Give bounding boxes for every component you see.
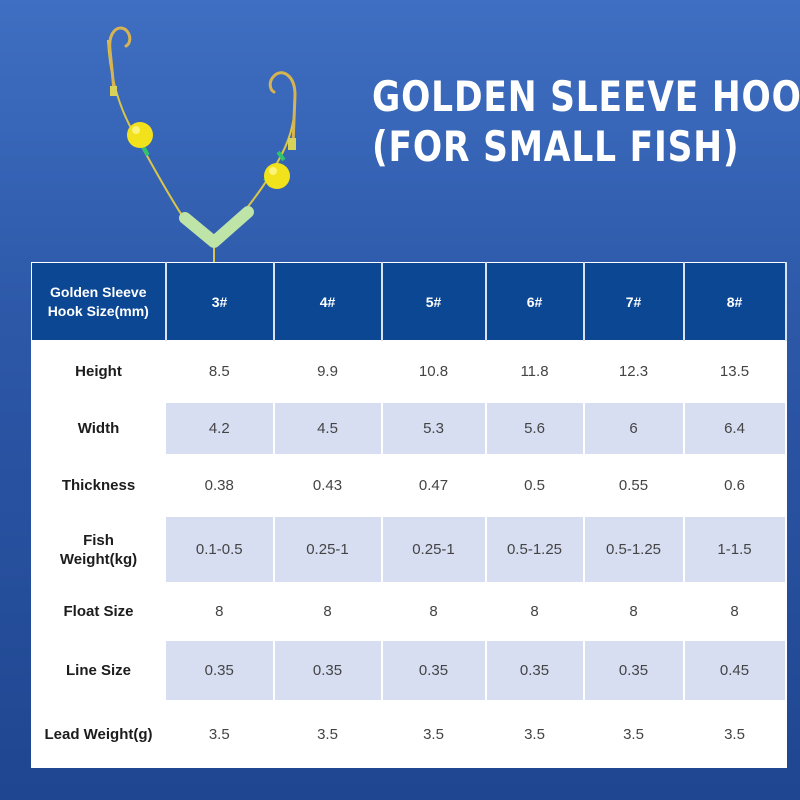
table-cell: 0.35 <box>583 640 685 701</box>
corner-header-line-2: Hook Size(mm) <box>47 302 149 319</box>
table-cell: 5.3 <box>381 402 487 455</box>
left-float-icon <box>127 122 153 148</box>
size-header: 3# <box>165 262 275 341</box>
table-cell: 3.5 <box>273 700 383 768</box>
row-label-line-2: Weight(kg) <box>59 550 138 568</box>
row-label: Height <box>31 340 166 403</box>
row-label: Width <box>31 402 166 455</box>
table-cell: 0.55 <box>583 454 685 517</box>
table-cell: 4.2 <box>165 402 275 455</box>
fishing-rig-icon <box>107 26 297 270</box>
table-row: Height 8.5 9.9 10.8 11.8 12.3 13.5 <box>31 340 787 403</box>
table-cell: 0.35 <box>381 640 487 701</box>
table-header-row: Golden Sleeve Hook Size(mm) 3# 4# 5# 6# … <box>31 262 787 341</box>
table-cell: 13.5 <box>683 340 787 403</box>
title-line-2: (FOR SMALL FISH) <box>372 122 740 171</box>
table-row: Float Size 8 8 8 8 8 8 <box>31 582 787 641</box>
table-cell: 0.5-1.25 <box>583 516 685 583</box>
table-cell: 0.45 <box>683 640 787 701</box>
size-header: 8# <box>683 262 787 341</box>
table-cell: 0.35 <box>273 640 383 701</box>
size-header: 7# <box>583 262 685 341</box>
table-cell: 3.5 <box>583 700 685 768</box>
row-label: Float Size <box>31 582 166 641</box>
sleeve-icon <box>179 206 254 248</box>
table-cell: 8 <box>381 582 487 641</box>
table-cell: 6 <box>583 402 685 455</box>
table-row: Fish Weight(kg) 0.1-0.5 0.25-1 0.25-1 0.… <box>31 516 787 583</box>
corner-header-line-1: Golden Sleeve <box>50 283 147 300</box>
corner-header: Golden Sleeve Hook Size(mm) <box>31 262 167 341</box>
size-header: 5# <box>381 262 487 341</box>
table-cell: 3.5 <box>683 700 787 768</box>
table-cell: 0.5 <box>485 454 585 517</box>
table-cell: 8 <box>583 582 685 641</box>
table-cell: 0.6 <box>683 454 787 517</box>
table-cell: 8 <box>485 582 585 641</box>
table-cell: 0.1-0.5 <box>165 516 275 583</box>
table-cell: 0.25-1 <box>273 516 383 583</box>
table-cell: 12.3 <box>583 340 685 403</box>
row-label-line-1: Fish <box>83 531 114 549</box>
row-label: Thickness <box>31 454 166 517</box>
table-cell: 9.9 <box>273 340 383 403</box>
table-cell: 8 <box>683 582 787 641</box>
table-cell: 4.5 <box>273 402 383 455</box>
row-label: Line Size <box>31 640 166 701</box>
table-cell: 0.43 <box>273 454 383 517</box>
title-line-1: GOLDEN SLEEVE HOOK <box>372 72 800 121</box>
table-cell: 0.35 <box>485 640 585 701</box>
table-cell: 0.35 <box>165 640 275 701</box>
size-header: 6# <box>485 262 585 341</box>
row-label: Lead Weight(g) <box>31 700 166 768</box>
table-cell: 0.25-1 <box>381 516 487 583</box>
right-float-icon <box>264 163 290 189</box>
table-cell: 11.8 <box>485 340 585 403</box>
page-title: GOLDEN SLEEVE HOOK (FOR SMALL FISH) <box>372 72 800 172</box>
table-row: Thickness 0.38 0.43 0.47 0.5 0.55 0.6 <box>31 454 787 517</box>
table-cell: 8 <box>273 582 383 641</box>
right-hook-icon <box>268 71 297 147</box>
table-cell: 3.5 <box>165 700 275 768</box>
table-cell: 1-1.5 <box>683 516 787 583</box>
row-label: Fish Weight(kg) <box>31 516 166 583</box>
table-row: Line Size 0.35 0.35 0.35 0.35 0.35 0.45 <box>31 640 787 701</box>
table-cell: 8.5 <box>165 340 275 403</box>
table-cell: 6.4 <box>683 402 787 455</box>
table-row: Lead Weight(g) 3.5 3.5 3.5 3.5 3.5 3.5 <box>31 700 787 768</box>
table-row: Width 4.2 4.5 5.3 5.6 6 6.4 <box>31 402 787 455</box>
size-header: 4# <box>273 262 383 341</box>
table-cell: 8 <box>165 582 275 641</box>
table-cell: 5.6 <box>485 402 585 455</box>
table-cell: 3.5 <box>381 700 487 768</box>
left-hook-icon <box>108 26 132 92</box>
table-cell: 10.8 <box>381 340 487 403</box>
table-cell: 3.5 <box>485 700 585 768</box>
table-cell: 0.5-1.25 <box>485 516 585 583</box>
table-cell: 0.38 <box>165 454 275 517</box>
table-cell: 0.47 <box>381 454 487 517</box>
spec-table: Golden Sleeve Hook Size(mm) 3# 4# 5# 6# … <box>31 262 787 768</box>
